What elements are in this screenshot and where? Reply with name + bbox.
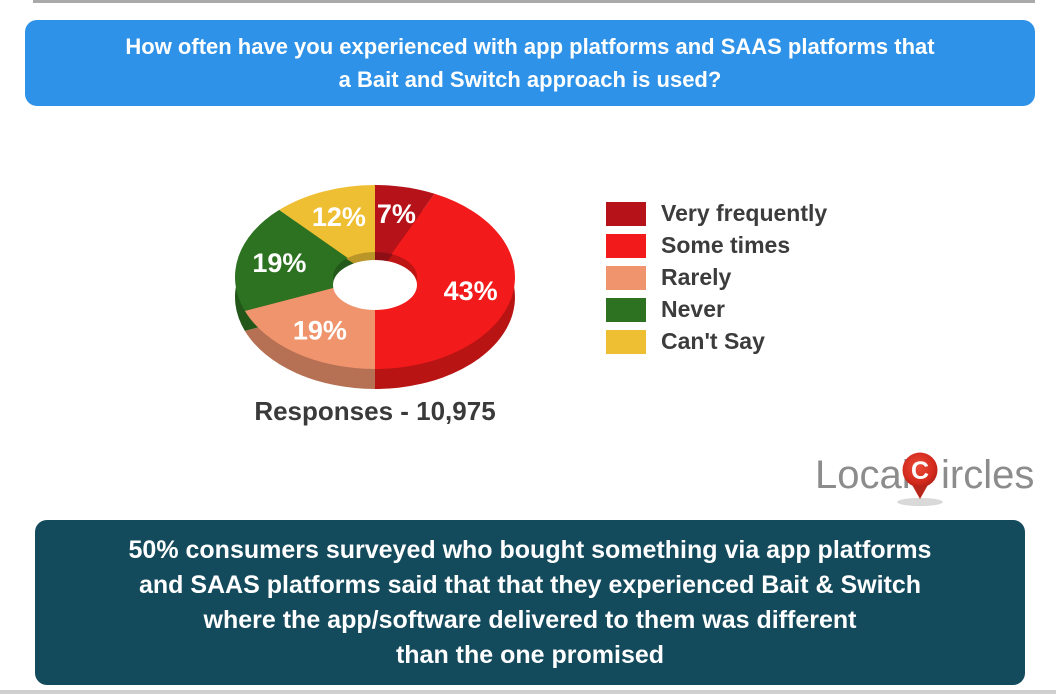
responses-caption: Responses - 10,975 [254,396,496,426]
pie-slice-label-very-frequently: 7% [377,199,416,229]
logo-text-local: Local [815,453,911,497]
logo-pin-letter: C [911,457,929,485]
finding-line-3: where the app/software delivered to them… [203,606,857,634]
finding-line-4: than the one promised [395,641,665,669]
legend-item-never: Never [606,296,827,322]
legend-label-can-t-say: Can't Say [661,328,765,354]
pie-slice-label-rarely: 19% [293,315,347,345]
pie-slice-label-never: 19% [252,248,306,278]
logo-pin-tail [911,483,929,499]
legend-item-rarely: Rarely [606,264,827,290]
question-banner: How often have you experienced with app … [25,20,1035,106]
legend-swatch-very-frequently [606,201,646,226]
top-border-line [33,0,1035,3]
legend-label-very-frequently: Very frequently [661,200,828,226]
donut-chart: 7%43%19%19%12% [234,185,515,389]
pie-hole [333,260,417,310]
legend-label-rarely: Rarely [661,264,732,290]
legend-label-some-times: Some times [661,232,791,258]
pie-slice-some-times [375,193,515,369]
legend-swatch-rarely [606,265,646,290]
bottom-border-line [0,690,1056,694]
finding-line-2: and SAAS platforms said that that they e… [138,571,922,599]
legend-swatch-can-t-say [606,329,646,354]
legend-swatch-some-times [606,233,646,258]
logo-pin-icon [902,452,938,488]
logo-pin-shadow [897,498,943,506]
legend-item-can-t-say: Can't Say [606,328,827,354]
logo-text-ircles: ircles [941,453,1034,497]
finding-banner: 50% consumers surveyed who bought someth… [35,520,1025,685]
question-line-1: How often have you experienced with app … [125,34,935,59]
finding-line-1: 50% consumers surveyed who bought someth… [128,536,932,564]
legend-item-very-frequently: Very frequently [606,200,828,226]
pie-slice-can-t-say [279,185,375,277]
pie-slice-label-can-t-say: 12% [312,202,366,232]
legend-swatch-never [606,297,646,322]
legend: Very frequently Some times Rarely Never Can'… [606,200,828,361]
legend-item-some-times: Some times [606,232,827,258]
legend-label-never: Never [661,296,725,322]
question-line-2: a Bait and Switch approach is used? [338,67,722,92]
pie-slice-label-some-times: 43% [444,276,498,306]
localcircles-logo: Local C ircles [815,452,1034,506]
